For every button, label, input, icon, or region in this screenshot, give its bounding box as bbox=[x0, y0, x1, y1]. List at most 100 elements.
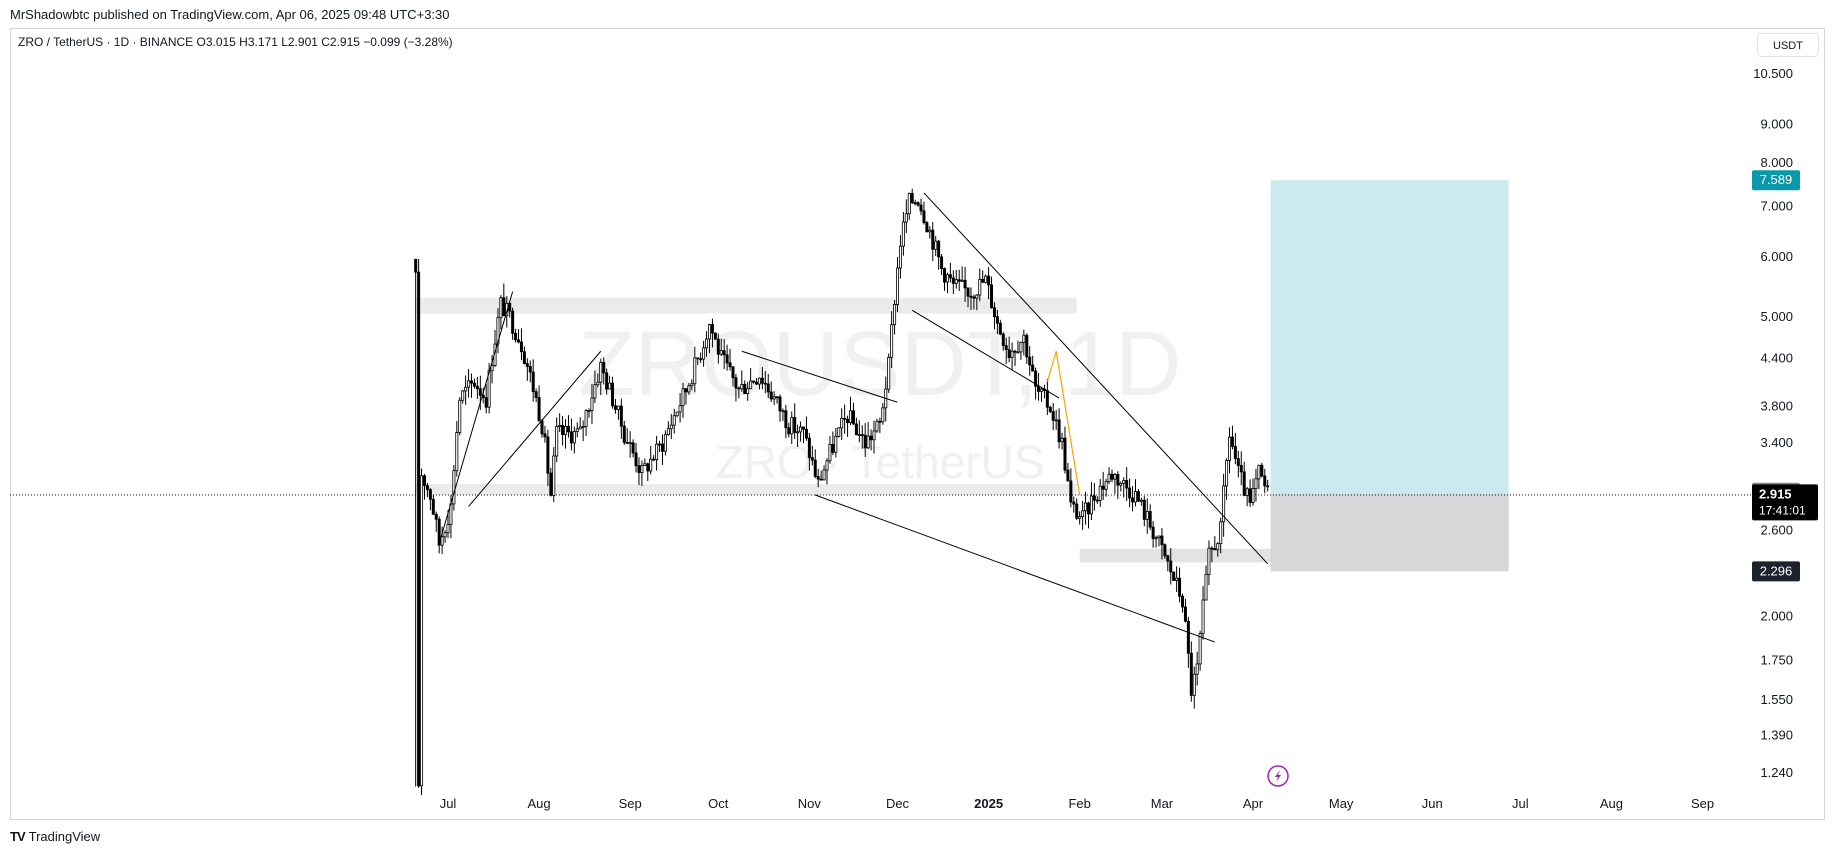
candle-body bbox=[1222, 485, 1226, 523]
trendline[interactable] bbox=[468, 350, 602, 507]
candle-body bbox=[1160, 535, 1164, 546]
candle-body bbox=[464, 386, 468, 392]
horizontal-zone bbox=[415, 483, 1077, 496]
candle-body bbox=[1151, 526, 1155, 540]
candle-body bbox=[1125, 480, 1129, 489]
candle-body bbox=[440, 536, 444, 546]
trendline[interactable] bbox=[923, 192, 1269, 565]
candle-body bbox=[587, 410, 591, 412]
currency-selector-button[interactable]: USDT bbox=[1757, 33, 1819, 57]
candle-body bbox=[719, 350, 723, 355]
time-tick-label: Sep bbox=[1691, 796, 1714, 811]
candle-body bbox=[658, 443, 662, 446]
candle-body bbox=[919, 204, 923, 212]
candle-body bbox=[775, 396, 779, 399]
candle-body bbox=[428, 489, 432, 500]
candle-body bbox=[1022, 334, 1026, 343]
candle-body bbox=[807, 437, 811, 459]
trendline[interactable] bbox=[911, 309, 1060, 399]
candle-body bbox=[863, 434, 867, 449]
price-tick-label: 8.000 bbox=[1760, 155, 1793, 170]
candle-body bbox=[966, 287, 970, 297]
candle-body bbox=[619, 405, 623, 427]
price-tick-label: 1.390 bbox=[1760, 728, 1793, 743]
candle-body bbox=[1207, 547, 1211, 575]
candle-body bbox=[1257, 464, 1261, 480]
candle-body bbox=[643, 463, 647, 466]
projection-path[interactable] bbox=[1046, 351, 1081, 496]
price-tick-label: 1.550 bbox=[1760, 692, 1793, 707]
candle-body bbox=[749, 380, 753, 390]
long-position-tool[interactable] bbox=[1270, 180, 1509, 572]
candle-body bbox=[710, 324, 714, 334]
candle-body bbox=[1157, 535, 1161, 539]
candle-body bbox=[1133, 491, 1137, 503]
candle-body bbox=[1233, 446, 1237, 459]
candle-body bbox=[1034, 370, 1038, 387]
candle-body bbox=[728, 362, 732, 368]
candle-body bbox=[766, 383, 770, 393]
candle-body bbox=[990, 284, 994, 309]
trendline[interactable] bbox=[741, 350, 898, 403]
candle-body bbox=[851, 410, 855, 425]
candle-body bbox=[772, 396, 776, 400]
candle-body bbox=[652, 458, 656, 461]
candle-body bbox=[857, 434, 861, 436]
candle-body bbox=[1007, 349, 1011, 359]
candle-body bbox=[1048, 406, 1052, 413]
candle-body bbox=[672, 415, 676, 426]
candle-body bbox=[969, 295, 973, 298]
candle-body bbox=[1175, 577, 1179, 581]
position-stop-zone[interactable] bbox=[1270, 493, 1509, 572]
candle-body bbox=[1242, 471, 1246, 496]
candle-body bbox=[1230, 436, 1234, 447]
candle-body bbox=[578, 426, 582, 430]
candle-body bbox=[1204, 573, 1208, 601]
candle-body bbox=[499, 297, 503, 319]
candle-body bbox=[1037, 385, 1041, 392]
candle-body bbox=[525, 363, 529, 367]
candle-body bbox=[1248, 488, 1252, 503]
candle-body bbox=[1010, 350, 1014, 359]
candle-body bbox=[931, 229, 935, 250]
candle-body bbox=[1172, 571, 1176, 581]
position-profit-zone[interactable] bbox=[1270, 180, 1509, 494]
time-tick-label: Sep bbox=[619, 796, 642, 811]
candle-body bbox=[687, 385, 691, 393]
time-axis[interactable]: Jul Aug Sep Oct Nov Dec 2025 Feb Mar Apr May Jun Jul… bbox=[440, 796, 1714, 811]
publisher-attribution: MrShadowbtc published on TradingView.com… bbox=[10, 7, 450, 22]
candle-body bbox=[992, 307, 996, 318]
candle-body bbox=[458, 399, 462, 433]
candle-body bbox=[1104, 481, 1108, 490]
trendline[interactable] bbox=[815, 494, 1215, 643]
candle-body bbox=[1072, 501, 1076, 505]
watermark-name: ZRO · TetherUS bbox=[716, 436, 1045, 488]
candle-body bbox=[866, 435, 870, 449]
candle-body bbox=[593, 384, 597, 399]
candle-body bbox=[616, 405, 620, 410]
candle-body bbox=[1004, 345, 1008, 350]
candle-body bbox=[1089, 495, 1093, 515]
candle-body bbox=[713, 332, 717, 340]
candle-body bbox=[1057, 419, 1061, 443]
last-price-badge bbox=[1752, 484, 1818, 521]
candle-body bbox=[663, 434, 667, 452]
candle-body bbox=[1116, 474, 1120, 486]
candle-body bbox=[878, 420, 882, 423]
tradingview-brand[interactable]: TV TradingView bbox=[10, 829, 100, 844]
candle-body bbox=[954, 279, 958, 284]
candle-body bbox=[1075, 503, 1079, 519]
candle-body bbox=[1236, 458, 1240, 466]
price-tick-label: 6.000 bbox=[1760, 249, 1793, 264]
candle-body bbox=[575, 428, 579, 432]
candle-body bbox=[972, 296, 976, 299]
lightning-icon[interactable] bbox=[1267, 765, 1289, 787]
price-tick-label: 1.240 bbox=[1760, 765, 1793, 780]
time-tick-label: Nov bbox=[798, 796, 822, 811]
candle-body bbox=[760, 377, 764, 384]
price-axis[interactable]: 10.500 9.000 8.000 7.000 6.000 5.000 4.400 3.80… bbox=[1753, 66, 1793, 780]
candle-body bbox=[1142, 499, 1146, 520]
candle-body bbox=[1169, 560, 1173, 573]
trendline[interactable] bbox=[438, 291, 514, 544]
